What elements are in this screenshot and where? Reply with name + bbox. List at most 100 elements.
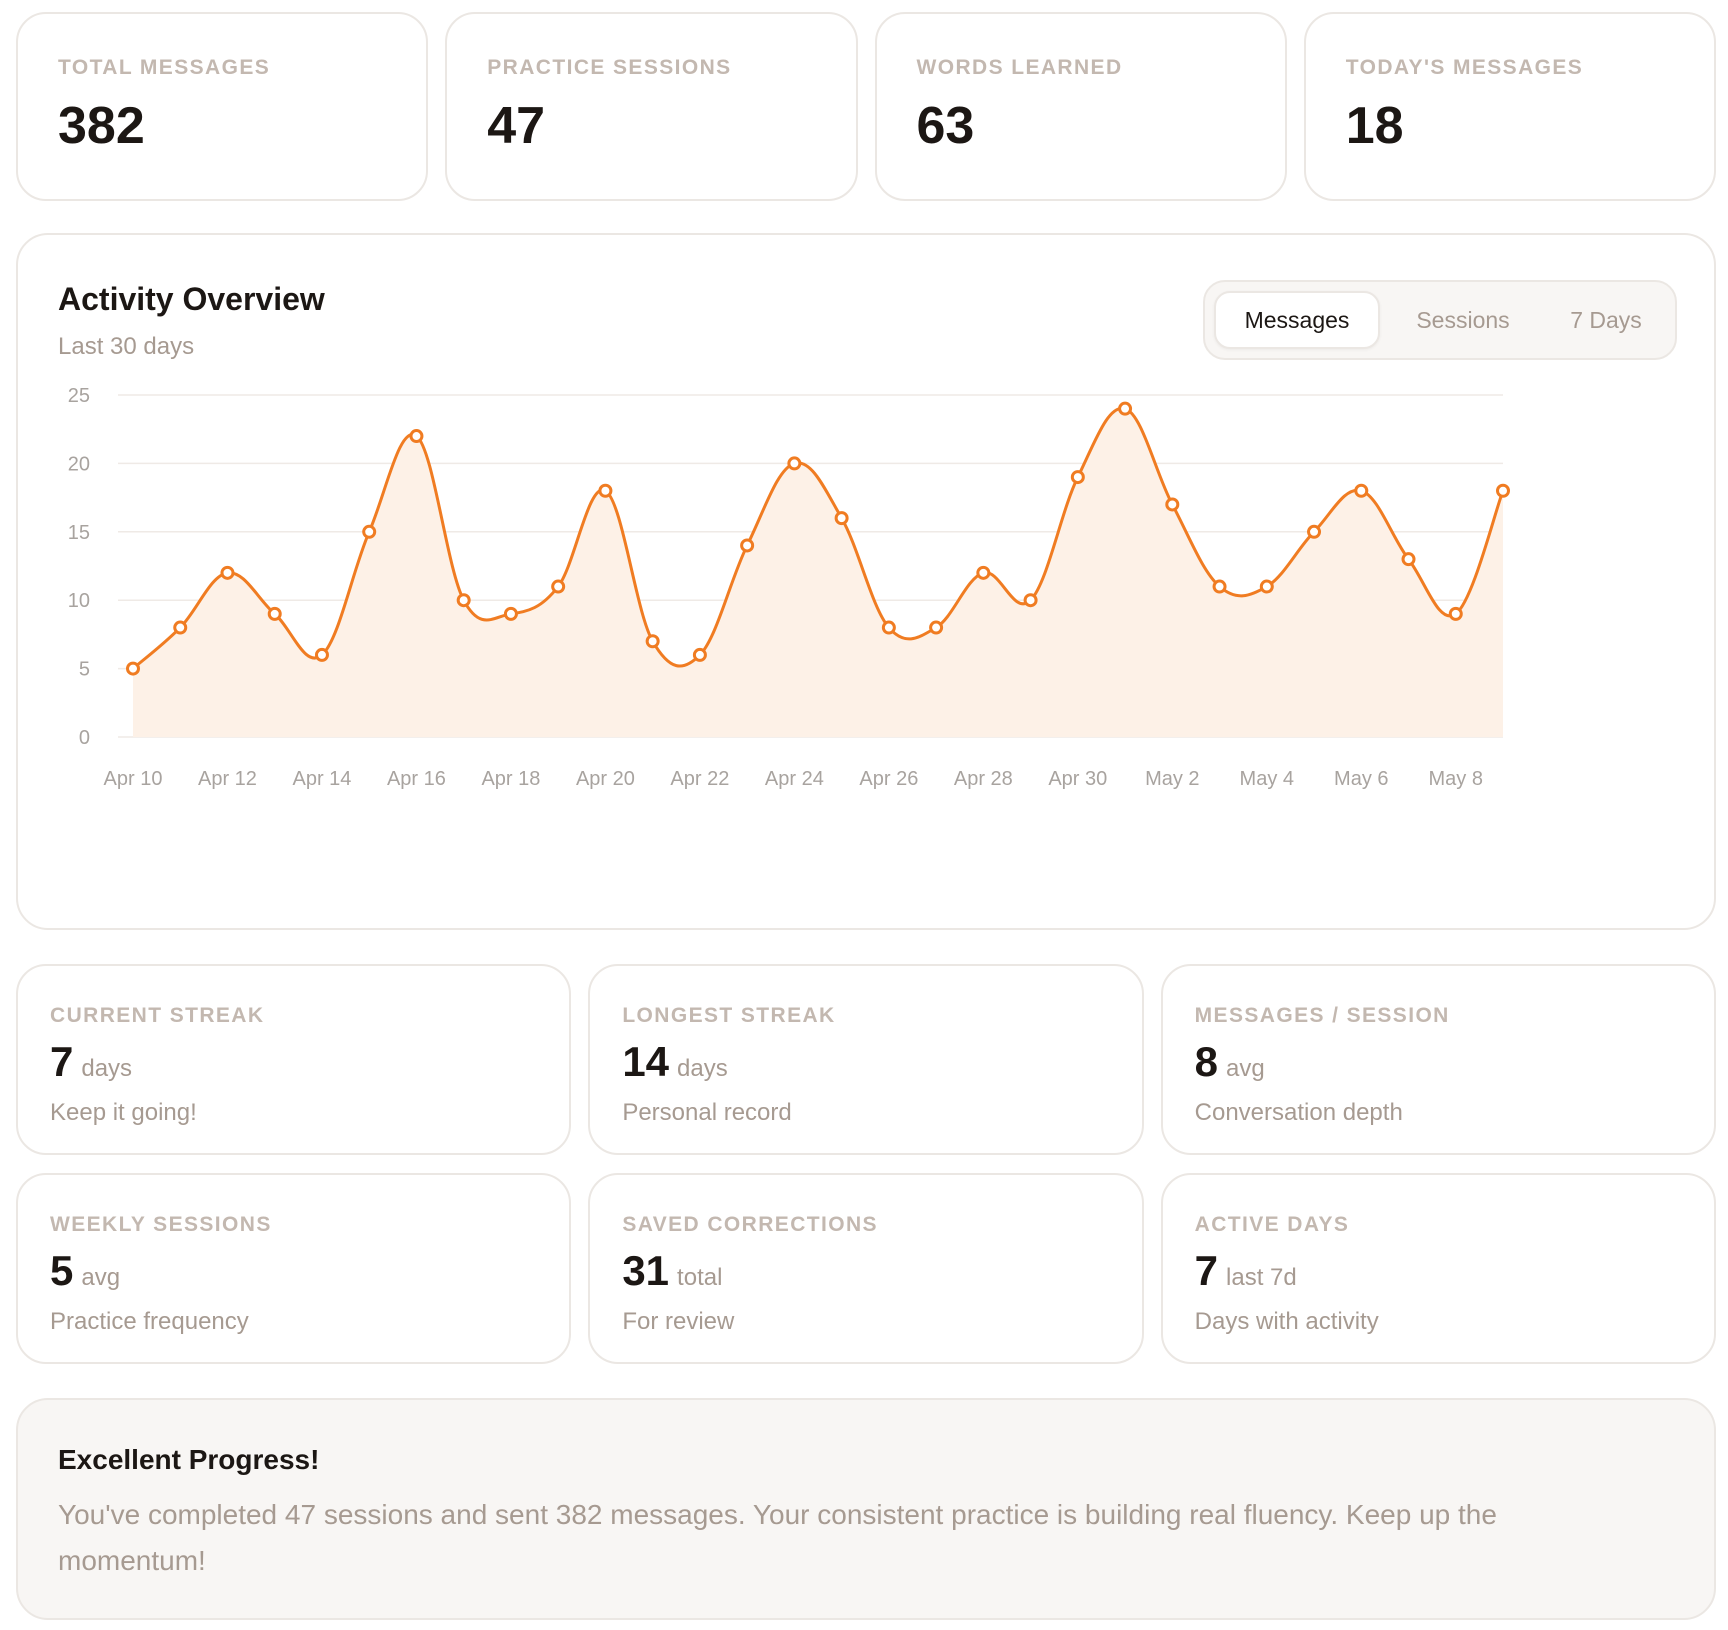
stat-card-current-streak: CURRENT STREAK 7 days Keep it going! [16, 964, 571, 1155]
stat-label: SAVED CORRECTIONS [622, 1214, 1109, 1235]
data-point [978, 567, 989, 578]
y-tick-label: 20 [68, 453, 90, 475]
stat-card-longest-streak: LONGEST STREAK 14 days Personal record [588, 964, 1143, 1155]
data-point [1072, 472, 1083, 483]
x-tick-label: Apr 18 [481, 768, 540, 790]
x-tick-label: Apr 10 [104, 768, 163, 790]
stat-label: ACTIVE DAYS [1195, 1214, 1682, 1235]
stat-value: 31 [622, 1247, 669, 1294]
data-point [789, 458, 800, 469]
stat-caption: Conversation depth [1195, 1101, 1682, 1125]
stat-caption: Personal record [622, 1101, 1109, 1125]
stat-caption: Keep it going! [50, 1101, 537, 1125]
stat-main: 7 last 7d [1195, 1250, 1682, 1292]
data-point [836, 513, 847, 524]
stat-main: 5 avg [50, 1250, 537, 1292]
data-point [742, 540, 753, 551]
kpi-card-total-messages: TOTAL MESSAGES 382 [16, 12, 428, 201]
data-point [269, 608, 280, 619]
data-point [411, 431, 422, 442]
y-tick-label: 25 [68, 385, 90, 407]
data-point [1167, 499, 1178, 510]
data-point [600, 485, 611, 496]
x-tick-label: Apr 26 [859, 768, 918, 790]
stat-card-saved-corrections: SAVED CORRECTIONS 31 total For review [588, 1173, 1143, 1364]
data-point [175, 622, 186, 633]
activity-overview-card: Activity Overview Last 30 days Messages … [16, 233, 1716, 930]
x-tick-label: May 4 [1240, 768, 1294, 790]
kpi-card-words-learned: WORDS LEARNED 63 [875, 12, 1287, 201]
x-tick-label: Apr 14 [292, 768, 351, 790]
area-fill [133, 408, 1503, 737]
stat-unit: total [677, 1264, 722, 1291]
stat-unit: last 7d [1226, 1264, 1297, 1291]
stat-unit: avg [81, 1264, 120, 1291]
kpi-row: TOTAL MESSAGES 382 PRACTICE SESSIONS 47 … [16, 12, 1716, 201]
stat-unit: days [677, 1055, 728, 1082]
stat-card-weekly-sessions: WEEKLY SESSIONS 5 avg Practice frequency [16, 1173, 571, 1364]
kpi-value: 382 [58, 100, 386, 152]
x-tick-label: May 6 [1334, 768, 1388, 790]
stat-card-active-days: ACTIVE DAYS 7 last 7d Days with activity [1161, 1173, 1716, 1364]
data-point [694, 649, 705, 660]
stat-value: 14 [622, 1038, 669, 1085]
kpi-label: WORDS LEARNED [917, 57, 1245, 78]
stat-unit: avg [1226, 1055, 1265, 1082]
data-point [1403, 554, 1414, 565]
stats-grid: CURRENT STREAK 7 days Keep it going! LONG… [16, 964, 1716, 1364]
data-point [1309, 526, 1320, 537]
kpi-label: PRACTICE SESSIONS [487, 57, 815, 78]
stat-value: 7 [1195, 1247, 1218, 1294]
y-tick-label: 15 [68, 522, 90, 544]
stat-main: 8 avg [1195, 1041, 1682, 1083]
data-point [883, 622, 894, 633]
data-point [1120, 403, 1131, 414]
data-point [1356, 485, 1367, 496]
stat-main: 14 days [622, 1041, 1109, 1083]
y-tick-label: 10 [68, 590, 90, 612]
kpi-label: TOTAL MESSAGES [58, 57, 386, 78]
stat-card-messages-per-session: MESSAGES / SESSION 8 avg Conversation dep… [1161, 964, 1716, 1155]
data-point [458, 595, 469, 606]
data-point [316, 649, 327, 660]
stat-value: 8 [1195, 1038, 1218, 1085]
data-point [647, 636, 658, 647]
stat-main: 7 days [50, 1041, 537, 1083]
stat-label: LONGEST STREAK [622, 1005, 1109, 1026]
activity-chart: 0 5 10 15 20 25 Apr 10 Apr 12 Apr 14 Apr 16 Apr 18… [18, 235, 1714, 928]
x-tick-label: Apr 12 [198, 768, 257, 790]
stat-label: MESSAGES / SESSION [1195, 1005, 1682, 1026]
x-tick-label: May 8 [1429, 768, 1483, 790]
y-tick-label: 0 [79, 727, 90, 749]
stat-caption: Practice frequency [50, 1310, 537, 1334]
x-tick-label: May 2 [1145, 768, 1199, 790]
data-point [364, 526, 375, 537]
kpi-value: 47 [487, 100, 815, 152]
data-point [505, 608, 516, 619]
data-point [931, 622, 942, 633]
stat-label: CURRENT STREAK [50, 1005, 537, 1026]
data-point [1450, 608, 1461, 619]
stat-main: 31 total [622, 1250, 1109, 1292]
stat-value: 5 [50, 1247, 73, 1294]
stat-label: WEEKLY SESSIONS [50, 1214, 537, 1235]
data-point [1214, 581, 1225, 592]
banner-title: Excellent Progress! [58, 1446, 1674, 1474]
progress-banner: Excellent Progress! You've completed 47 … [16, 1398, 1716, 1620]
kpi-value: 18 [1346, 100, 1674, 152]
x-tick-label: Apr 24 [765, 768, 824, 790]
kpi-card-practice-sessions: PRACTICE SESSIONS 47 [445, 12, 857, 201]
x-tick-label: Apr 28 [954, 768, 1013, 790]
stat-value: 7 [50, 1038, 73, 1085]
kpi-card-todays-messages: TODAY'S MESSAGES 18 [1304, 12, 1716, 201]
stat-unit: days [81, 1055, 132, 1082]
data-point [128, 663, 139, 674]
x-tick-label: Apr 30 [1048, 768, 1107, 790]
banner-text: You've completed 47 sessions and sent 38… [58, 1492, 1618, 1584]
kpi-value: 63 [917, 100, 1245, 152]
x-tick-label: Apr 20 [576, 768, 635, 790]
x-tick-label: Apr 16 [387, 768, 446, 790]
stat-caption: For review [622, 1310, 1109, 1334]
x-tick-label: Apr 22 [670, 768, 729, 790]
